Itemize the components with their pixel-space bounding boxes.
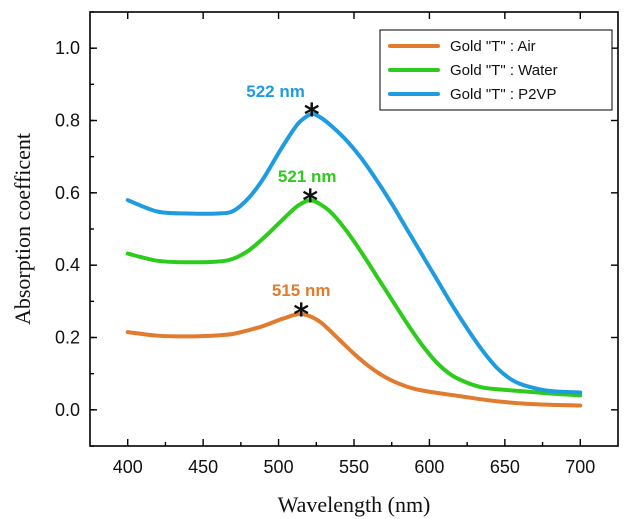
- y-axis-label: Absorption coefficent: [10, 133, 35, 325]
- legend-label-2: Gold "T" : P2VP: [450, 86, 557, 103]
- y-tick-label-0: 0.0: [55, 400, 80, 420]
- x-tick-label-0: 400: [113, 457, 143, 477]
- legend-label-0: Gold "T" : Air: [450, 38, 536, 55]
- y-tick-label-1: 0.2: [55, 328, 80, 348]
- peak-marker-0: *: [293, 298, 309, 333]
- x-tick-label-6: 700: [565, 457, 595, 477]
- axes-layer: 400 450 500 550 600 650 700 0.0 0.2 0.4 0.6 0.8 1.0: [55, 11, 619, 477]
- y-tick-label-4: 0.8: [55, 111, 80, 131]
- x-tick-label-3: 550: [339, 457, 369, 477]
- legend: Gold "T" : Air Gold "T" : Water Gold "T" :…: [379, 29, 613, 111]
- peak-label-2: 522 nm: [246, 82, 305, 101]
- annotation-layer: *515 nm*521 nm*522 nm: [246, 82, 336, 333]
- x-tick-label-2: 500: [264, 457, 294, 477]
- series-line-0: [125, 311, 583, 408]
- y-tick-label-3: 0.6: [55, 183, 80, 203]
- x-axis-label: Wavelength (nm): [278, 492, 431, 517]
- y-tick-label-2: 0.4: [55, 255, 80, 275]
- y-tick-label-5: 1.0: [55, 38, 80, 58]
- peak-marker-2: *: [304, 98, 320, 133]
- series-line-2: [125, 111, 583, 395]
- x-tick-label-1: 450: [188, 457, 218, 477]
- series-line-1: [125, 198, 583, 398]
- x-tick-label-4: 600: [414, 457, 444, 477]
- peak-label-0: 515 nm: [272, 281, 331, 300]
- peak-marker-1: *: [302, 184, 318, 219]
- peak-label-1: 521 nm: [278, 167, 337, 186]
- legend-label-1: Gold "T" : Water: [450, 62, 558, 79]
- series-layer: [125, 111, 583, 408]
- x-tick-label-5: 650: [490, 457, 520, 477]
